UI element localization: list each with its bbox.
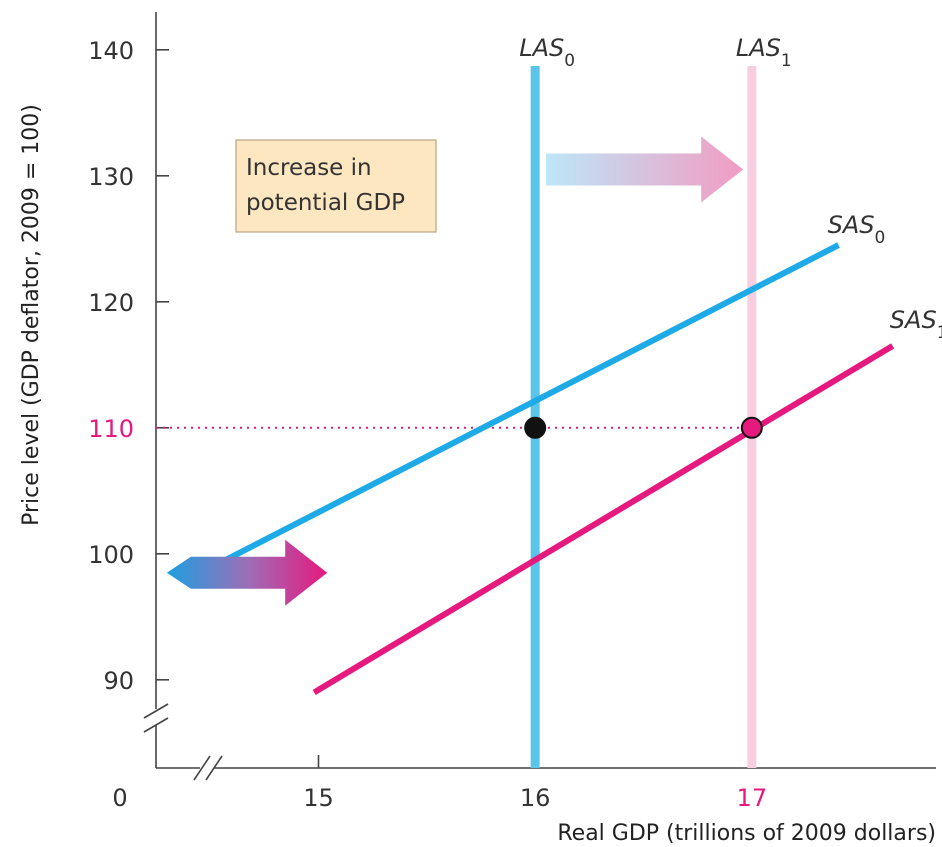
origin-label: 0 <box>112 784 127 812</box>
callout-line-2: potential GDP <box>246 190 405 216</box>
y-tick-label: 140 <box>88 37 134 65</box>
shift-arrow-las <box>546 136 744 203</box>
y-tick-label: 90 <box>103 667 134 695</box>
y-tick-label: 130 <box>88 163 134 191</box>
shift-arrow-sas <box>166 539 328 606</box>
y-tick-label: 110 <box>88 415 134 443</box>
equilibrium-point-1 <box>740 416 763 439</box>
x-tick-label: 15 <box>303 784 334 812</box>
x-tick-label: 16 <box>520 784 551 812</box>
x-axis-break <box>193 755 211 781</box>
las1-label: LAS1 <box>736 34 792 71</box>
x-tick-label: 17 <box>737 784 768 812</box>
y-axis-break <box>143 717 169 733</box>
x-axis-title: Real GDP (trillions of 2009 dollars) <box>557 821 936 846</box>
x-axis-break <box>205 755 223 781</box>
y-axis-break <box>143 703 169 719</box>
sas0-label: SAS0 <box>828 211 886 248</box>
sas0-line <box>187 242 840 582</box>
callout-line-1: Increase in <box>246 155 372 181</box>
las0-label: LAS0 <box>519 34 575 71</box>
y-tick-label: 100 <box>88 541 134 569</box>
y-tick-label: 120 <box>88 289 134 317</box>
sas1-line <box>312 343 895 695</box>
y-axis-title: Price level (GDP deflator, 2009 = 100) <box>19 104 44 526</box>
callout-rect <box>235 139 437 233</box>
callout-box: Increase in potential GDP <box>235 139 437 233</box>
axes: 90 100 110 120 130 140 15 16 17 0 Real GDP (tri… <box>19 12 936 846</box>
equilibrium-point-0 <box>524 416 547 439</box>
sas1-label: SAS1 <box>890 306 942 343</box>
